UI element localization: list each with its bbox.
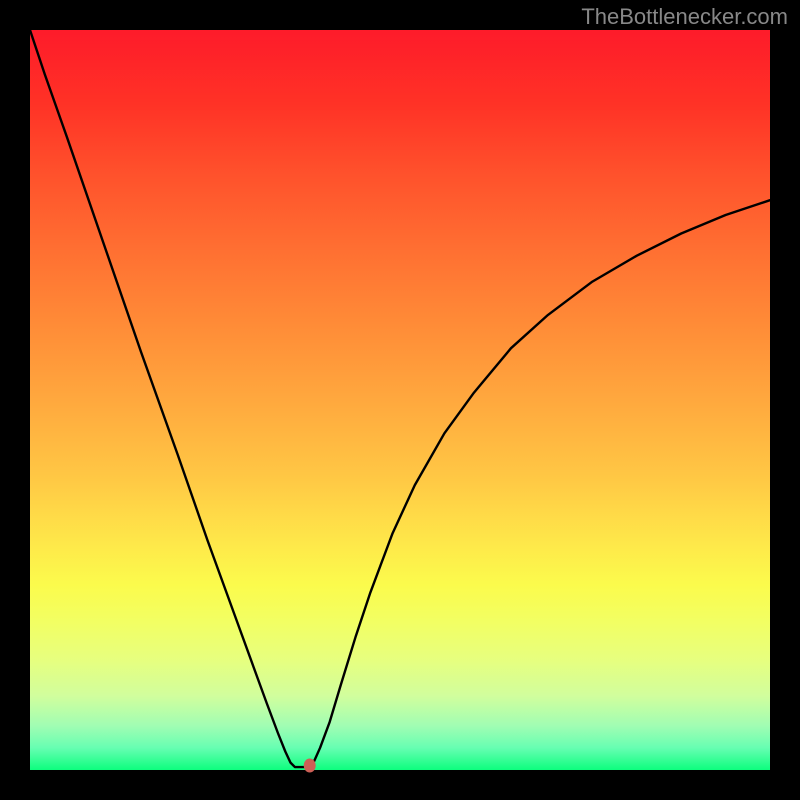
watermark-text: TheBottlenecker.com [581,4,788,30]
chart-overlay [0,0,800,800]
bottleneck-curve [30,30,770,767]
optimal-point-marker [304,759,316,773]
chart-container: TheBottlenecker.com [0,0,800,800]
